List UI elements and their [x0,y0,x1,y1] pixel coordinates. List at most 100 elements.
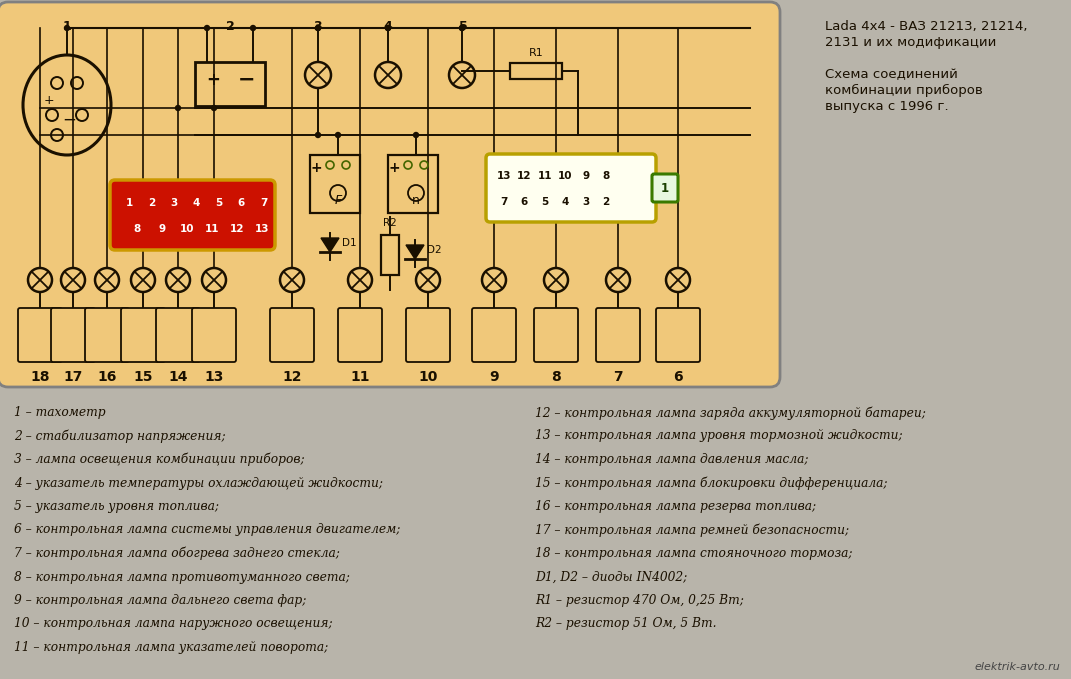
Circle shape [315,132,321,139]
Circle shape [315,25,321,31]
Text: D2: D2 [427,245,441,255]
Text: 11: 11 [538,171,552,181]
Text: 7: 7 [500,197,508,207]
Text: 4 – указатель температуры охлаждающей жидкости;: 4 – указатель температуры охлаждающей жи… [14,477,383,490]
Text: 7: 7 [260,198,268,208]
FancyBboxPatch shape [192,308,236,362]
Text: 2131 и их модификации: 2131 и их модификации [825,36,996,49]
Text: 6: 6 [521,197,528,207]
Bar [388,155,438,213]
Bar [510,63,562,79]
Text: 14 – контрольная лампа давления масла;: 14 – контрольная лампа давления масла; [536,453,809,466]
Text: 12 – контрольная лампа заряда аккумуляторной батареи;: 12 – контрольная лампа заряда аккумулято… [536,406,925,420]
FancyBboxPatch shape [51,308,95,362]
Text: 8: 8 [134,224,140,234]
Text: D1, D2 – диоды IN4002;: D1, D2 – диоды IN4002; [536,570,688,583]
Circle shape [335,132,342,139]
Text: R2: R2 [383,218,397,228]
Text: F: F [334,194,342,207]
Circle shape [203,25,210,31]
Text: 18: 18 [30,370,49,384]
Text: 13: 13 [205,370,224,384]
Text: 10: 10 [558,171,573,181]
Text: 4: 4 [383,20,392,33]
Text: 1: 1 [661,181,669,194]
Text: 16 – контрольная лампа резерва топлива;: 16 – контрольная лампа резерва топлива; [536,500,816,513]
Bar [381,235,399,275]
Text: n: n [412,194,420,207]
Polygon shape [406,245,424,259]
FancyBboxPatch shape [0,2,780,387]
Text: −: − [62,111,76,129]
Polygon shape [321,238,340,252]
Text: 8: 8 [552,370,561,384]
Text: 14: 14 [168,370,187,384]
Circle shape [64,25,71,31]
Bar [310,155,360,213]
Text: Lada 4x4 - ВАЗ 21213, 21214,: Lada 4x4 - ВАЗ 21213, 21214, [825,20,1027,33]
Text: 9: 9 [582,171,589,181]
Text: 15 – контрольная лампа блокировки дифференциала;: 15 – контрольная лампа блокировки диффер… [536,477,888,490]
FancyBboxPatch shape [657,308,700,362]
Text: 13 – контрольная лампа уровня тормозной жидкости;: 13 – контрольная лампа уровня тормозной … [536,430,903,443]
FancyBboxPatch shape [156,308,200,362]
Circle shape [412,132,419,139]
Text: 13: 13 [497,171,511,181]
Text: 3: 3 [170,198,178,208]
FancyBboxPatch shape [595,308,640,362]
Text: Схема соединений: Схема соединений [825,68,957,81]
FancyBboxPatch shape [270,308,314,362]
FancyBboxPatch shape [18,308,62,362]
Text: 2: 2 [148,198,155,208]
Text: 9: 9 [159,224,166,234]
Text: 8: 8 [602,171,609,181]
FancyBboxPatch shape [338,308,382,362]
Circle shape [458,25,465,31]
Text: 1 – тахометр: 1 – тахометр [14,406,106,419]
Text: 5: 5 [541,197,548,207]
Text: 5: 5 [458,20,467,33]
Text: 10: 10 [180,224,194,234]
Text: выпуска с 1996 г.: выпуска с 1996 г. [825,100,949,113]
Circle shape [384,25,391,31]
Text: 5: 5 [215,198,223,208]
Text: 11: 11 [350,370,369,384]
Text: R2 – резистор 51 Ом, 5 Вт.: R2 – резистор 51 Ом, 5 Вт. [536,617,716,631]
Circle shape [384,25,391,31]
Text: 8 – контрольная лампа противотуманного света;: 8 – контрольная лампа противотуманного с… [14,570,350,583]
Text: 4: 4 [561,197,569,207]
Text: +: + [206,71,220,89]
FancyBboxPatch shape [652,174,678,202]
Text: 2: 2 [226,20,235,33]
FancyBboxPatch shape [406,308,450,362]
Circle shape [211,105,217,111]
Text: 2 – стабилизатор напряжения;: 2 – стабилизатор напряжения; [14,430,226,443]
Text: R1 – резистор 470 Ом, 0,25 Вт;: R1 – резистор 470 Ом, 0,25 Вт; [536,594,744,607]
FancyBboxPatch shape [121,308,165,362]
Text: 9: 9 [489,370,499,384]
Text: −: − [238,70,256,90]
Text: 15: 15 [133,370,153,384]
Text: 12: 12 [230,224,244,234]
Circle shape [250,25,256,31]
FancyBboxPatch shape [110,180,275,250]
Text: 11: 11 [205,224,220,234]
Text: 6: 6 [674,370,683,384]
FancyBboxPatch shape [486,154,657,222]
Text: D1: D1 [342,238,357,248]
Text: 2: 2 [602,197,609,207]
Text: +: + [388,161,399,175]
Text: 12: 12 [517,171,531,181]
Text: комбинации приборов: комбинации приборов [825,84,983,97]
Text: 10 – контрольная лампа наружного освещения;: 10 – контрольная лампа наружного освещен… [14,617,333,631]
Text: 16: 16 [97,370,117,384]
FancyBboxPatch shape [534,308,578,362]
Text: elektrik-avto.ru: elektrik-avto.ru [975,662,1060,672]
FancyBboxPatch shape [472,308,516,362]
Text: R1: R1 [529,48,543,58]
Text: 13: 13 [255,224,269,234]
Text: 6: 6 [238,198,245,208]
Text: 5 – указатель уровня топлива;: 5 – указатель уровня топлива; [14,500,218,513]
Circle shape [315,25,321,31]
Text: 17: 17 [63,370,82,384]
